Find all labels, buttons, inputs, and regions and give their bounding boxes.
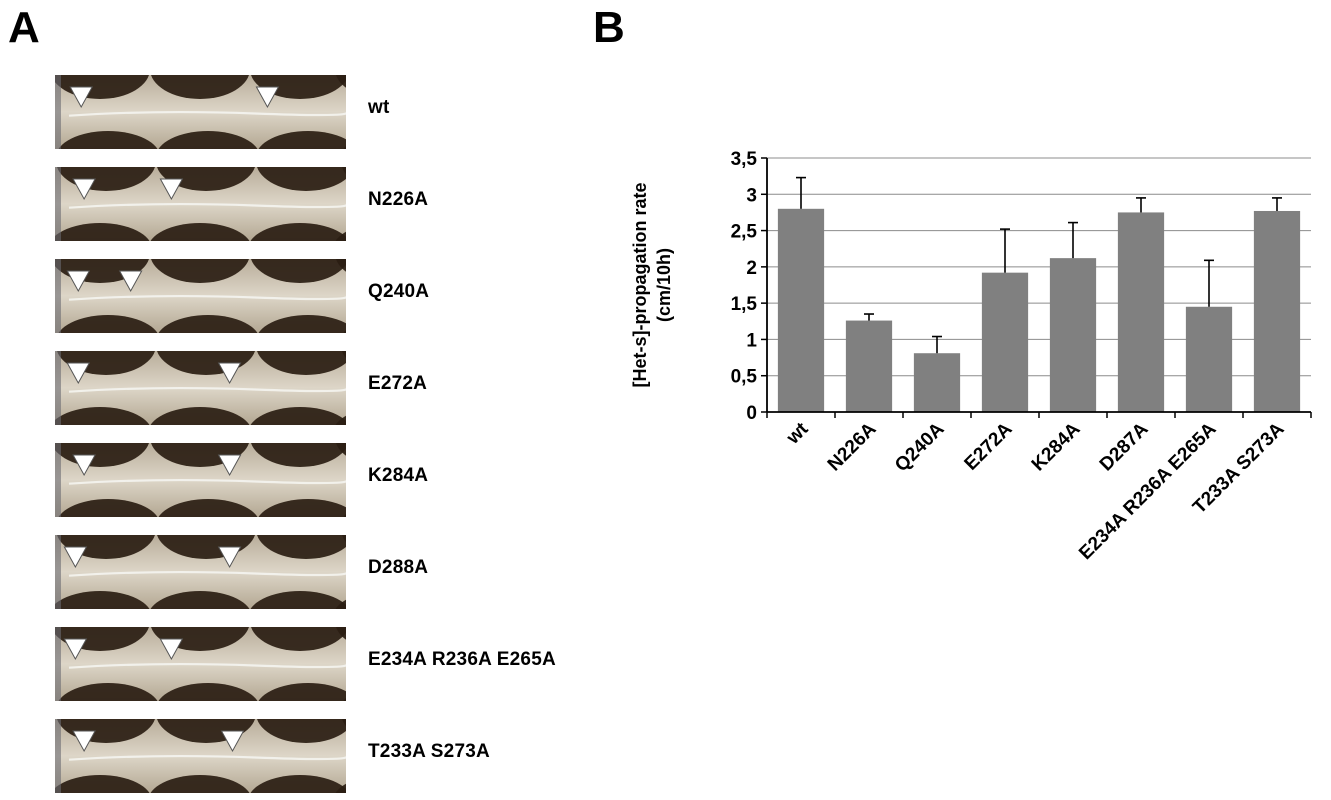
panel-b-letter: B: [593, 3, 625, 52]
x-tick-label: K284A: [1028, 418, 1085, 475]
bar: [1253, 210, 1301, 412]
bar: [981, 272, 1029, 412]
bar: [1117, 212, 1165, 412]
bar: [1185, 306, 1233, 412]
panel-a-letter: A: [8, 3, 40, 52]
strip-row: E272A: [55, 351, 615, 425]
bar: [1049, 258, 1097, 412]
y-tick-label: 3: [746, 185, 757, 206]
y-tick-label: 0,5: [731, 367, 758, 388]
strip-label: T233A S273A: [368, 741, 490, 762]
y-tick-label: 2: [746, 258, 757, 279]
strip-row: K284A: [55, 443, 615, 517]
x-tick-label: wt: [782, 418, 813, 449]
strip-image: [55, 351, 346, 425]
x-tick-label: E272A: [961, 418, 1017, 474]
strip-image: [55, 535, 346, 609]
y-tick-label: 2,5: [731, 222, 758, 243]
strip-label: Q240A: [368, 281, 430, 302]
triangle-marker-icon: [69, 86, 94, 109]
strip-row: D288A: [55, 535, 615, 609]
strip-image: [55, 167, 346, 241]
triangle-marker-icon: [72, 730, 96, 753]
triangle-marker-icon: [217, 362, 242, 385]
bar-chart-svg: 0 0,5 1 1,5 2 2,5 3 3,5 wt N226A Q240A E272A K284A D2…: [630, 149, 1312, 564]
strip-image: [55, 627, 346, 701]
strip-label: N226A: [368, 189, 429, 210]
strip-row: T233A S273A: [55, 719, 615, 793]
triangle-marker-icon: [159, 178, 184, 201]
strip-label: wt: [368, 97, 390, 118]
bar: [913, 353, 961, 412]
triangle-marker-icon: [66, 362, 91, 385]
x-tick-label: N226A: [824, 418, 881, 475]
strip-row: Q240A: [55, 259, 615, 333]
triangle-marker-icon: [118, 270, 143, 293]
triangle-marker-icon: [217, 454, 242, 477]
strip-label: E272A: [368, 373, 428, 394]
y-tick-label: 1,5: [731, 294, 758, 315]
strip-row: wt: [55, 75, 615, 149]
strip-image: [55, 259, 346, 333]
triangle-marker-icon: [66, 270, 91, 293]
strip-row: N226A: [55, 167, 615, 241]
triangle-marker-icon: [159, 638, 184, 661]
triangle-marker-icon: [72, 178, 96, 201]
strip-image: [55, 719, 346, 793]
bar: [777, 208, 825, 412]
y-tick-label: 1: [746, 330, 757, 351]
triangle-marker-icon: [220, 730, 245, 753]
triangle-marker-icon: [63, 638, 88, 661]
bar-chart: 0 0,5 1 1,5 2 2,5 3 3,5 wt N226A Q240A E272A K284A D2…: [600, 120, 1331, 620]
triangle-marker-icon: [63, 546, 88, 569]
x-tick-label: E234A R236A E265A: [1075, 418, 1220, 563]
strip-label: E234A R236A E265A: [368, 649, 556, 670]
strip-row: E234A R236A E265A: [55, 627, 615, 701]
y-axis-label: [Het-s]-propagation rate: [630, 182, 650, 387]
y-tick-label: 0: [746, 403, 757, 424]
triangle-marker-icon: [72, 454, 96, 477]
x-tick-label: Q240A: [891, 418, 949, 476]
y-axis-label-units: (cm/10h): [654, 248, 674, 322]
strip-label: K284A: [368, 465, 429, 486]
strip-image: [55, 443, 346, 517]
x-tick-label: D287A: [1096, 418, 1153, 475]
triangle-marker-icon: [217, 546, 242, 569]
bar: [845, 320, 893, 412]
y-tick-label: 3,5: [731, 149, 758, 170]
triangle-marker-icon: [255, 86, 280, 109]
strip-label: D288A: [368, 557, 429, 578]
strip-image: [55, 75, 346, 149]
